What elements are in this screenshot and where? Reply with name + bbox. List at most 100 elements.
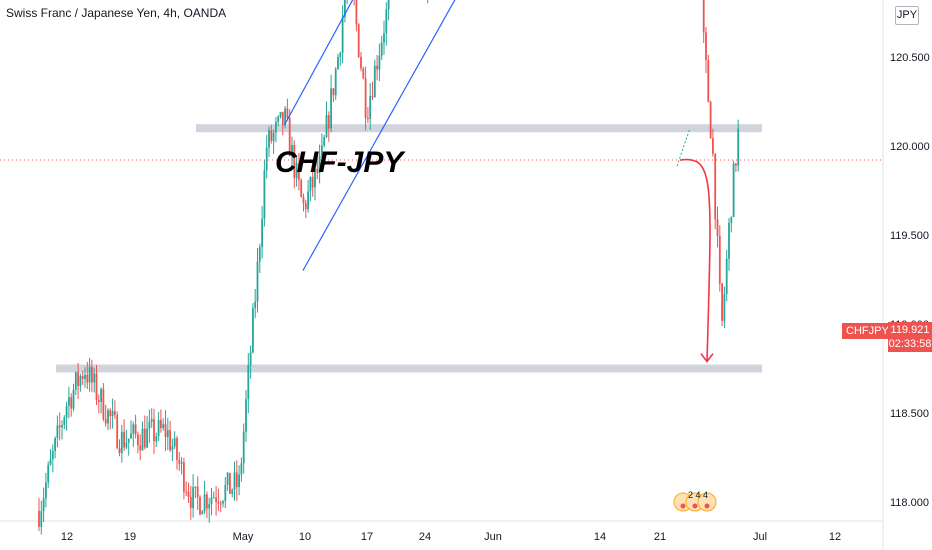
- candle-body: [45, 482, 47, 499]
- candle-body: [201, 511, 204, 515]
- candle-body: [275, 121, 277, 133]
- candle-body: [272, 132, 275, 142]
- candle-body: [235, 472, 238, 488]
- candle-body: [281, 111, 284, 126]
- candle-body: [143, 428, 146, 448]
- time-axis-labels: 12 19 May 10 17 24 Jun 14 21 Jul 12: [61, 531, 841, 543]
- candle-body: [56, 425, 59, 439]
- candle-body: [183, 462, 185, 492]
- candle-body: [169, 430, 171, 451]
- candle-body: [355, 0, 358, 25]
- candle-body: [369, 95, 372, 119]
- candle-body: [735, 163, 737, 166]
- candle-body: [166, 430, 169, 438]
- candle-body: [723, 294, 726, 321]
- candle-body: [77, 372, 79, 387]
- candle-body: [247, 365, 250, 400]
- candle-body: [288, 118, 291, 157]
- candle-body: [249, 352, 252, 366]
- time-tick-label: May: [233, 531, 254, 543]
- candle-body: [91, 366, 93, 383]
- candle-body: [737, 128, 740, 166]
- candle-body: [334, 69, 337, 96]
- dotted-guide-line: [676, 128, 691, 167]
- candle-body: [65, 405, 68, 418]
- trend-lines: [284, 0, 714, 363]
- price-tick-label: 118.500: [890, 408, 929, 420]
- candle-body: [88, 366, 91, 383]
- resistance-zone[interactable]: [196, 124, 762, 133]
- channel-lower-line[interactable]: [302, 0, 558, 271]
- candle-body: [157, 419, 160, 437]
- channel-upper-line[interactable]: [284, 0, 540, 125]
- candle-body: [102, 388, 105, 419]
- candle-body: [233, 472, 236, 490]
- candle-body: [714, 153, 717, 220]
- time-tick-label: Jul: [753, 531, 767, 543]
- price-axis-labels: 118.000118.500119.000119.500120.000120.5…: [890, 52, 930, 509]
- candle-body: [240, 463, 243, 475]
- candle-body: [302, 196, 305, 204]
- time-tick-label: 12: [829, 531, 841, 543]
- candle-body: [86, 374, 89, 383]
- candle-body: [707, 60, 710, 102]
- candle-body: [330, 88, 332, 129]
- candle-body: [132, 424, 135, 434]
- candle-body: [270, 130, 273, 142]
- candle-body: [716, 219, 719, 236]
- candle-body: [383, 33, 385, 43]
- candle-body: [58, 425, 61, 428]
- candle-body: [51, 451, 54, 460]
- candle-body: [155, 436, 158, 442]
- candle-body: [160, 419, 162, 428]
- price-tick-label: 118.000: [890, 497, 929, 509]
- candle-body: [178, 460, 181, 464]
- candle-body: [725, 258, 728, 295]
- candle-body: [42, 498, 45, 512]
- price-tick-label: 120.500: [890, 52, 930, 64]
- candle-body: [104, 418, 107, 424]
- candle-body: [199, 497, 201, 515]
- candle-body: [63, 417, 66, 426]
- candle-body: [732, 163, 735, 218]
- candle-body: [705, 32, 707, 61]
- time-tick-label: 19: [124, 531, 136, 543]
- candle-body: [219, 503, 222, 505]
- candle-body: [321, 145, 323, 156]
- candle-body: [263, 170, 266, 219]
- candle-body: [360, 56, 362, 69]
- candle-body: [81, 376, 84, 379]
- time-tick-label: 17: [361, 531, 373, 543]
- candlestick-series: [38, 0, 740, 535]
- price-tick-label: 120.000: [890, 141, 930, 153]
- candle-body: [206, 494, 208, 509]
- candle-body: [387, 0, 390, 10]
- candle-body: [123, 431, 125, 448]
- candle-body: [261, 218, 263, 248]
- candle-body: [148, 421, 151, 429]
- candle-body: [332, 88, 335, 96]
- candle-body: [284, 108, 286, 126]
- candle-body: [196, 486, 199, 498]
- support-zone[interactable]: [56, 364, 762, 373]
- candle-body: [134, 424, 137, 435]
- support-resistance-zones: [0, 124, 883, 373]
- candle-body: [40, 511, 43, 527]
- candle-body: [314, 168, 316, 188]
- currency-unit-button[interactable]: JPY: [895, 6, 919, 25]
- candle-body: [49, 459, 52, 465]
- last-price-value: 119.921: [890, 324, 930, 336]
- projection-arrow[interactable]: [679, 158, 711, 362]
- candle-body: [309, 176, 312, 192]
- candle-body: [252, 308, 254, 353]
- candle-body: [130, 433, 132, 439]
- candle-body: [286, 108, 289, 119]
- candle-body: [265, 147, 268, 171]
- candle-body: [109, 410, 112, 416]
- events-marker-icon[interactable]: 2 4 4: [673, 490, 717, 512]
- candle-body: [171, 446, 174, 451]
- candle-body: [79, 376, 82, 387]
- candle-body: [378, 55, 381, 70]
